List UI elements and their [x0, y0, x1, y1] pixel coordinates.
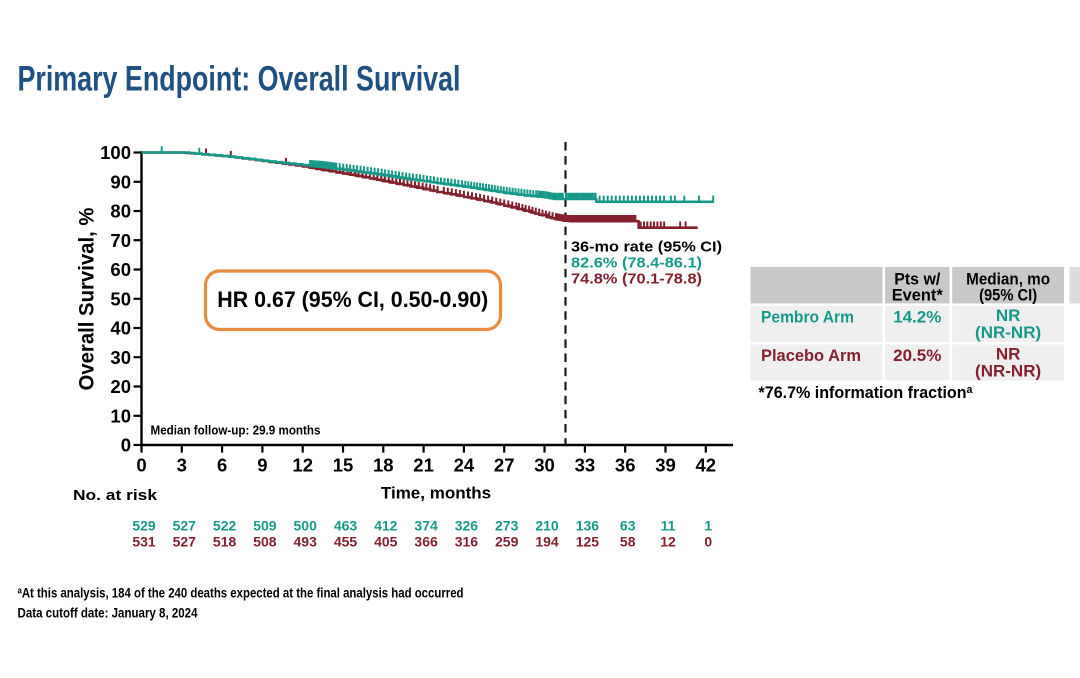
svg-text:58: 58 [620, 534, 636, 550]
svg-text:12: 12 [660, 534, 676, 550]
svg-text:Time, months: Time, months [381, 484, 491, 503]
svg-text:36-mo rate (95% CI): 36-mo rate (95% CI) [571, 239, 722, 256]
svg-text:60: 60 [110, 259, 131, 280]
svg-text:531: 531 [132, 534, 156, 550]
svg-text:374: 374 [414, 518, 438, 534]
svg-text:(95% CI): (95% CI) [979, 286, 1037, 305]
svg-text:18: 18 [373, 455, 394, 476]
svg-text:125: 125 [576, 534, 600, 550]
svg-text:412: 412 [374, 518, 398, 534]
svg-text:Primary Endpoint: Overall Surv: Primary Endpoint: Overall Survival [18, 59, 461, 99]
svg-text:40: 40 [110, 318, 131, 339]
svg-text:527: 527 [173, 534, 197, 550]
svg-text:15: 15 [333, 455, 354, 476]
svg-text:Median, mo: Median, mo [966, 270, 1050, 289]
svg-text:30: 30 [534, 455, 555, 476]
svg-text:455: 455 [334, 534, 358, 550]
svg-text:518: 518 [213, 534, 237, 550]
svg-text:90: 90 [110, 171, 131, 192]
svg-text:463: 463 [334, 518, 358, 534]
svg-text:9: 9 [257, 455, 267, 476]
svg-text:Placebo Arm: Placebo Arm [761, 346, 861, 365]
svg-text:529: 529 [132, 518, 156, 534]
svg-text:80: 80 [110, 201, 131, 222]
svg-text:30: 30 [110, 347, 131, 368]
svg-text:NR: NR [996, 345, 1021, 364]
svg-text:136: 136 [576, 518, 600, 534]
svg-text:50: 50 [110, 288, 131, 309]
svg-text:493: 493 [294, 534, 318, 550]
svg-text:aAt this analysis, 184 of the: aAt this analysis, 184 of the 240 deaths… [18, 585, 464, 601]
svg-text:24: 24 [454, 455, 475, 476]
svg-text:522: 522 [213, 518, 237, 534]
svg-text:527: 527 [173, 518, 197, 534]
svg-text:500: 500 [294, 518, 318, 534]
svg-text:70: 70 [110, 230, 131, 251]
svg-text:HR 0.67 (95% CI, 0.50-0.90): HR 0.67 (95% CI, 0.50-0.90) [217, 287, 488, 312]
svg-text:3: 3 [177, 455, 187, 476]
svg-text:366: 366 [414, 534, 438, 550]
svg-text:273: 273 [495, 518, 519, 534]
svg-text:74.8% (70.1-78.8): 74.8% (70.1-78.8) [571, 271, 702, 288]
svg-text:(NR-NR): (NR-NR) [975, 323, 1041, 342]
svg-text:509: 509 [253, 518, 277, 534]
svg-text:Median follow-up: 29.9 months: Median follow-up: 29.9 months [151, 423, 321, 438]
svg-text:259: 259 [495, 534, 519, 550]
svg-text:326: 326 [455, 518, 479, 534]
svg-text:508: 508 [253, 534, 277, 550]
svg-text:36: 36 [615, 455, 636, 476]
svg-text:No. at risk: No. at risk [73, 488, 158, 504]
svg-text:100: 100 [100, 142, 131, 163]
svg-text:12: 12 [292, 455, 313, 476]
svg-text:82.6% (78.4-86.1): 82.6% (78.4-86.1) [571, 255, 702, 272]
svg-text:210: 210 [535, 518, 559, 534]
svg-text:27: 27 [494, 455, 515, 476]
svg-text:1: 1 [704, 518, 712, 534]
svg-text:0: 0 [136, 455, 146, 476]
svg-text:Pts w/: Pts w/ [894, 270, 940, 289]
svg-text:194: 194 [535, 534, 559, 550]
svg-text:14.2%: 14.2% [893, 308, 941, 327]
svg-text:11: 11 [661, 518, 676, 534]
svg-text:405: 405 [374, 534, 398, 550]
svg-text:10: 10 [110, 405, 131, 426]
svg-text:0: 0 [121, 435, 131, 456]
svg-text:NR: NR [996, 306, 1021, 325]
svg-text:63: 63 [620, 518, 636, 534]
svg-text:Data cutoff date: January 8, 2: Data cutoff date: January 8, 2024 [18, 604, 198, 620]
svg-text:42: 42 [696, 455, 717, 476]
svg-text:33: 33 [575, 455, 596, 476]
svg-text:Event*: Event* [892, 286, 943, 305]
svg-text:*76.7% information fractiona: *76.7% information fractiona [759, 384, 974, 402]
svg-text:20: 20 [110, 376, 131, 397]
svg-text:39: 39 [655, 455, 676, 476]
svg-text:316: 316 [455, 534, 479, 550]
svg-text:Overall Survival, %: Overall Survival, % [76, 207, 99, 390]
svg-text:Pembro Arm: Pembro Arm [761, 308, 854, 327]
svg-text:(NR-NR): (NR-NR) [975, 362, 1041, 381]
svg-text:6: 6 [217, 455, 227, 476]
svg-text:21: 21 [413, 455, 434, 476]
svg-text:20.5%: 20.5% [893, 346, 941, 365]
svg-text:0: 0 [704, 534, 712, 550]
